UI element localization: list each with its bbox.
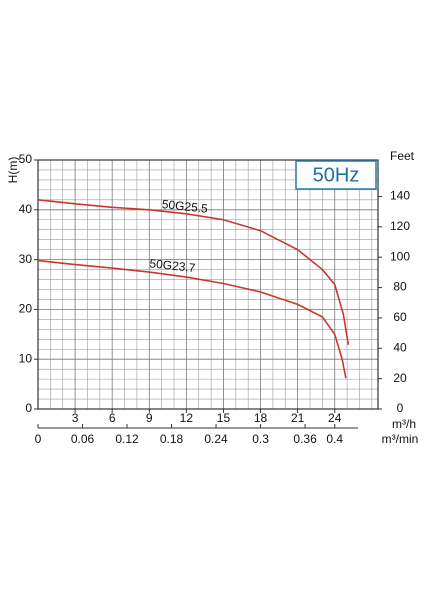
annotation-box	[295, 160, 377, 190]
y2-tick-label: 80	[393, 280, 407, 294]
y2-tick-label: 100	[390, 249, 410, 263]
x-tick-label: 15	[217, 411, 231, 425]
x-tick-label: 6	[109, 411, 116, 425]
y-tick-label: 10	[19, 351, 33, 365]
y2-axis-label: Feet	[390, 149, 415, 163]
x-tick-label: 3	[72, 411, 79, 425]
x2-tick-label: 0	[35, 432, 42, 446]
y2-tick-label: 20	[393, 371, 407, 385]
curve	[37, 259, 347, 379]
plot-frame	[37, 159, 379, 410]
x2-tick-label: 0.4	[326, 432, 343, 446]
y-axis-label: H(m)	[6, 157, 20, 184]
y-tick-label: 0	[25, 401, 32, 415]
x-tick-label: 21	[291, 411, 305, 425]
y2-tick-label: 140	[390, 189, 410, 203]
y-tick-label: 20	[19, 302, 33, 316]
x2-axis-label: m³/min	[382, 432, 419, 446]
x2-tick-label: 0.3	[252, 432, 269, 446]
x2-tick-label: 0.24	[204, 432, 228, 446]
x2-tick-label: 0.06	[71, 432, 95, 446]
x-tick-label: 12	[180, 411, 194, 425]
annotation: 50Hz	[313, 164, 360, 186]
curve-label: 50G23.7	[149, 256, 197, 275]
y-tick-label: 40	[19, 202, 33, 216]
y-tick-label: 30	[19, 252, 33, 266]
y2-tick-label: 120	[390, 219, 410, 233]
x-tick-label: 24	[328, 411, 342, 425]
x2-tick-label: 0.18	[160, 432, 184, 446]
x-axis-label: m³/h	[392, 417, 416, 431]
y2-tick-label: 0	[397, 401, 404, 415]
y2-tick-label: 60	[393, 310, 407, 324]
x2-tick-label: 0.12	[115, 432, 139, 446]
curve-label: 50G25.5	[161, 197, 209, 216]
y2-tick-label: 40	[393, 340, 407, 354]
x-tick-label: 9	[146, 411, 153, 425]
x2-tick-label: 0.36	[293, 432, 317, 446]
y-tick-label: 50	[19, 152, 33, 166]
curve	[37, 199, 350, 345]
x-tick-label: 18	[254, 411, 268, 425]
